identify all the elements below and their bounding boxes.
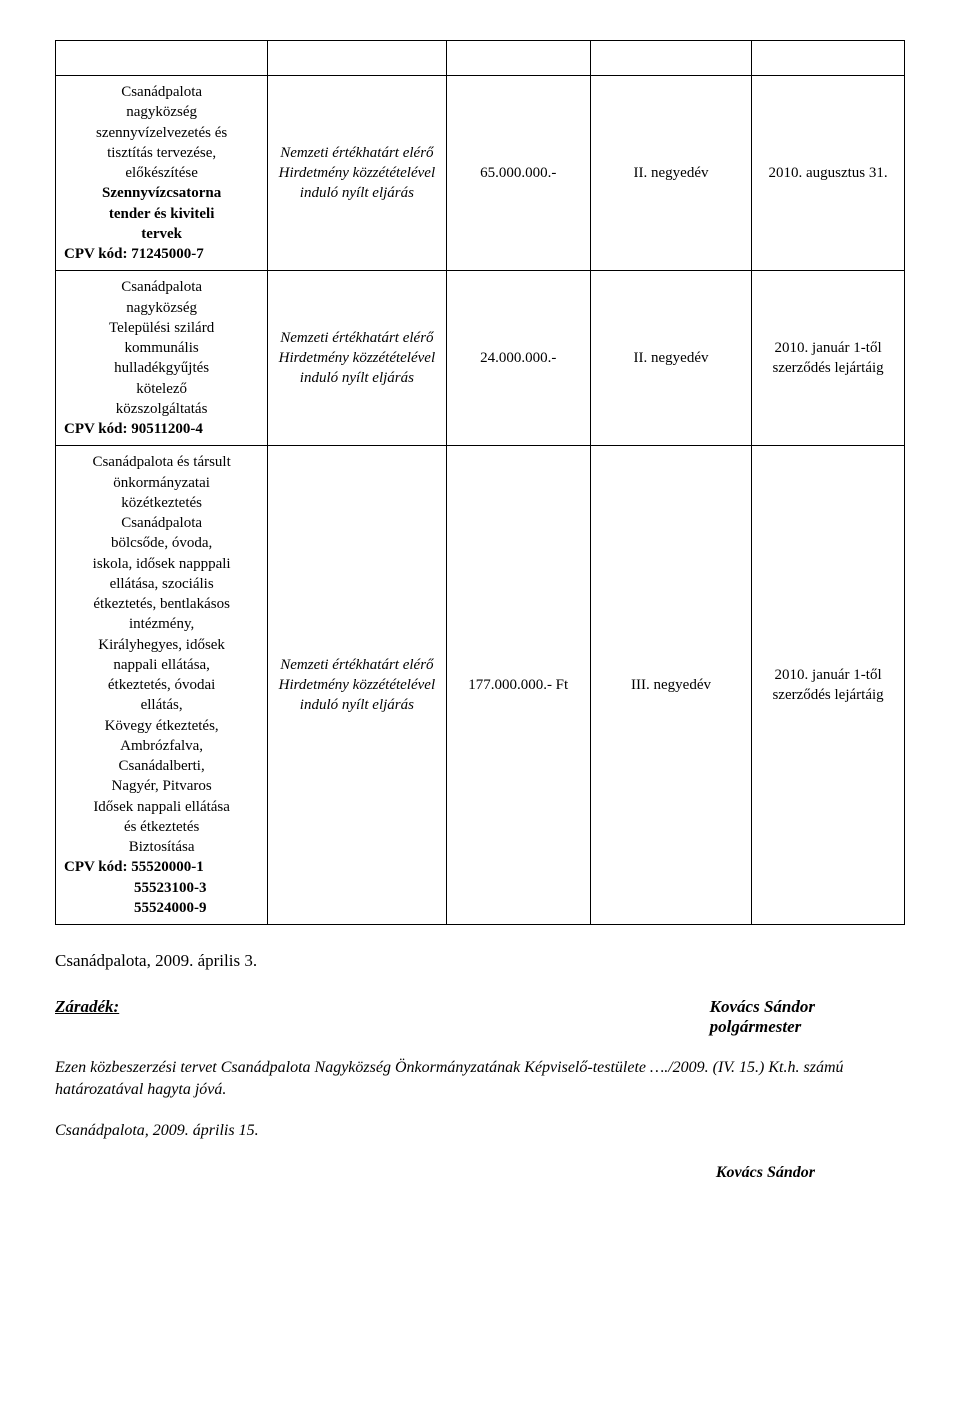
table-row: Csanádpalotanagyközségszennyvízelvezetés… [56, 76, 905, 271]
deadline-cell: 2010. január 1-től szerződés lejártáig [752, 446, 905, 925]
description-line: Királyhegyes, idősek [64, 635, 259, 655]
description-line: intézmény, [64, 614, 259, 634]
description-line: étkeztetés, bentlakásos [64, 594, 259, 614]
document-page: Csanádpalotanagyközségszennyvízelvezetés… [0, 0, 960, 1212]
table-row: Csanádpalota és társultönkormányzataiköz… [56, 446, 905, 925]
value-cell: 65.000.000.- [446, 76, 590, 271]
deadline-cell: 2010. augusztus 31. [752, 76, 905, 271]
header-cell [590, 41, 751, 76]
description-cell: Csanádpalotanagyközségszennyvízelvezetés… [56, 76, 268, 271]
header-cell [268, 41, 446, 76]
description-line: önkormányzatai [64, 473, 259, 493]
value-cell: 177.000.000.- Ft [446, 446, 590, 925]
description-line: nagyközség [64, 102, 259, 122]
description-line: Csanádpalota és társult [64, 452, 259, 472]
quarter-cell: II. negyedév [590, 271, 751, 446]
table-row: CsanádpalotanagyközségTelepülési szilárd… [56, 271, 905, 446]
header-cell [56, 41, 268, 76]
procedure-cell: Nemzeti értékhatárt elérő Hirdetmény köz… [268, 76, 446, 271]
description-line: tisztítás tervezése, [64, 143, 259, 163]
description-line: tender és kiviteli [64, 204, 259, 224]
description-line: nappali ellátása, [64, 655, 259, 675]
description-line: ellátás, [64, 695, 259, 715]
description-line: közétkeztetés [64, 493, 259, 513]
signatory-title: polgármester [710, 1017, 815, 1037]
procedure-cell: Nemzeti értékhatárt elérő Hirdetmény köz… [268, 271, 446, 446]
procurement-table: Csanádpalotanagyközségszennyvízelvezetés… [55, 40, 905, 925]
description-line: és étkeztetés [64, 817, 259, 837]
quarter-cell: III. negyedév [590, 446, 751, 925]
closing-paragraph: Ezen közbeszerzési tervet Csanádpalota N… [55, 1057, 905, 1102]
description-line: kötelező [64, 379, 259, 399]
description-line: Csanádpalota [64, 82, 259, 102]
header-cell [446, 41, 590, 76]
description-line: nagyközség [64, 298, 259, 318]
description-line: Csanádpalota [64, 277, 259, 297]
signatory: Kovács Sándor polgármester [710, 997, 905, 1037]
description-line: közszolgáltatás [64, 399, 259, 419]
description-line: bölcsőde, óvoda, [64, 533, 259, 553]
description-line: iskola, idősek napppali [64, 554, 259, 574]
description-line: Szennyvízcsatorna [64, 183, 259, 203]
zaradek-label: Záradék: [55, 997, 119, 1037]
footer-signatory: Kovács Sándor [55, 1164, 905, 1182]
description-line: Kövegy étkeztetés, [64, 716, 259, 736]
description-line: tervek [64, 224, 259, 244]
table-header-row [56, 41, 905, 76]
cpv-code: 55523100-3 [64, 878, 259, 898]
description-line: hulladékgyűjtés [64, 358, 259, 378]
description-line: Ambrózfalva, [64, 736, 259, 756]
signature-block: Záradék: Kovács Sándor polgármester [55, 997, 905, 1037]
description-line: ellátása, szociális [64, 574, 259, 594]
cpv-code: 55524000-9 [64, 898, 259, 918]
description-cell: CsanádpalotanagyközségTelepülési szilárd… [56, 271, 268, 446]
description-line: Csanádpalota [64, 513, 259, 533]
signatory-name: Kovács Sándor [710, 997, 815, 1017]
description-line: előkészítése [64, 163, 259, 183]
description-line: Csanádalberti, [64, 756, 259, 776]
place-date-line: Csanádpalota, 2009. április 3. [55, 951, 905, 971]
deadline-cell: 2010. január 1-től szerződés lejártáig [752, 271, 905, 446]
description-cell: Csanádpalota és társultönkormányzataiköz… [56, 446, 268, 925]
description-line: Idősek nappali ellátása [64, 797, 259, 817]
quarter-cell: II. negyedév [590, 76, 751, 271]
description-line: kommunális [64, 338, 259, 358]
value-cell: 24.000.000.- [446, 271, 590, 446]
description-line: étkeztetés, óvodai [64, 675, 259, 695]
cpv-code: CPV kód: 90511200-4 [64, 419, 259, 439]
description-line: Települési szilárd [64, 318, 259, 338]
cpv-code: CPV kód: 55520000-1 [64, 857, 259, 877]
procedure-cell: Nemzeti értékhatárt elérő Hirdetmény köz… [268, 446, 446, 925]
description-line: Biztosítása [64, 837, 259, 857]
closing-date: Csanádpalota, 2009. április 15. [55, 1122, 905, 1140]
description-line: szennyvízelvezetés és [64, 123, 259, 143]
cpv-code: CPV kód: 71245000-7 [64, 244, 259, 264]
description-line: Nagyér, Pitvaros [64, 776, 259, 796]
header-cell [752, 41, 905, 76]
